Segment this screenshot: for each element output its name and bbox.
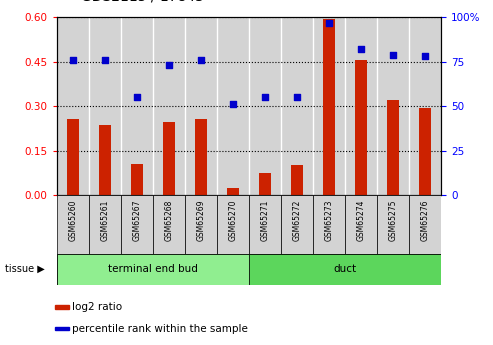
Text: GSM65261: GSM65261 [100, 200, 109, 241]
Bar [377, 17, 409, 195]
Text: GSM65267: GSM65267 [132, 200, 141, 241]
FancyBboxPatch shape [121, 195, 153, 254]
Text: GSM65268: GSM65268 [164, 200, 174, 241]
Bar [409, 17, 441, 195]
Bar [67, 119, 79, 195]
Text: GSM65269: GSM65269 [196, 200, 206, 241]
Text: GSM65276: GSM65276 [421, 200, 430, 241]
Bar [259, 173, 271, 195]
Text: percentile rank within the sample: percentile rank within the sample [72, 324, 248, 334]
FancyBboxPatch shape [345, 195, 377, 254]
FancyBboxPatch shape [89, 195, 121, 254]
FancyBboxPatch shape [281, 195, 313, 254]
Text: duct: duct [334, 264, 356, 274]
Point [165, 62, 173, 68]
Text: GSM65275: GSM65275 [388, 200, 398, 241]
FancyBboxPatch shape [313, 195, 345, 254]
Bar [131, 164, 143, 195]
Point [389, 52, 397, 57]
FancyBboxPatch shape [185, 195, 217, 254]
Text: GSM65273: GSM65273 [324, 200, 334, 241]
Text: GSM65271: GSM65271 [260, 200, 270, 241]
Bar [163, 122, 175, 195]
FancyBboxPatch shape [57, 195, 89, 254]
Point [69, 57, 77, 63]
Bar [89, 17, 121, 195]
Point [357, 47, 365, 52]
Bar [291, 165, 303, 195]
Point [197, 57, 205, 63]
Point [421, 53, 429, 59]
Text: tissue ▶: tissue ▶ [5, 264, 45, 274]
Bar [185, 17, 217, 195]
Bar [281, 17, 313, 195]
Bar [249, 17, 281, 195]
Bar [57, 17, 89, 195]
Text: log2 ratio: log2 ratio [72, 302, 123, 312]
Bar [227, 188, 239, 195]
Bar [153, 17, 185, 195]
Bar [419, 108, 431, 195]
Bar [55, 327, 69, 331]
Bar [355, 60, 367, 195]
Text: GSM65270: GSM65270 [228, 200, 238, 241]
FancyBboxPatch shape [377, 195, 409, 254]
FancyBboxPatch shape [249, 254, 441, 285]
Text: GSM65260: GSM65260 [68, 200, 77, 241]
Text: GSM65274: GSM65274 [356, 200, 366, 241]
Bar [121, 17, 153, 195]
Bar [195, 119, 207, 195]
Text: GDS2115 / 17843: GDS2115 / 17843 [81, 0, 204, 3]
Bar [387, 100, 399, 195]
Text: terminal end bud: terminal end bud [108, 264, 198, 274]
Bar [313, 17, 345, 195]
Bar [345, 17, 377, 195]
Point [229, 101, 237, 107]
FancyBboxPatch shape [249, 195, 281, 254]
Bar [217, 17, 249, 195]
FancyBboxPatch shape [409, 195, 441, 254]
Point [261, 95, 269, 100]
Bar [99, 125, 111, 195]
FancyBboxPatch shape [153, 195, 185, 254]
FancyBboxPatch shape [57, 254, 249, 285]
Point [133, 95, 141, 100]
FancyBboxPatch shape [57, 254, 441, 285]
FancyBboxPatch shape [217, 195, 249, 254]
Bar [55, 305, 69, 309]
Point [293, 95, 301, 100]
Text: GSM65272: GSM65272 [292, 200, 302, 241]
Point [325, 20, 333, 25]
Bar [323, 19, 335, 195]
Point [101, 57, 108, 63]
